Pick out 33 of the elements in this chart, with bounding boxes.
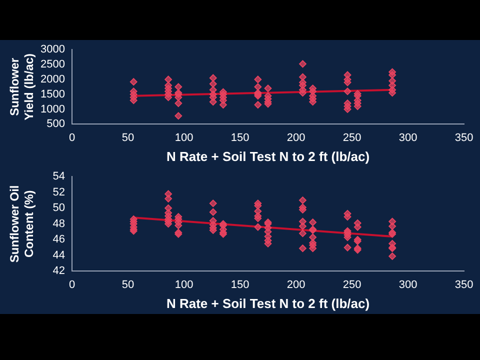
- y-tick-label: 1500: [40, 88, 65, 100]
- x-tick-label: 50: [122, 132, 134, 144]
- y-tick-label: 2000: [40, 73, 65, 86]
- x-tick-label: 150: [230, 278, 250, 291]
- x-tick-label: 200: [286, 278, 306, 291]
- x-tick-label: 150: [230, 132, 250, 144]
- x-tick-label: 100: [174, 278, 194, 291]
- y-axis-title: Sunflower Yield (lb/ac): [8, 53, 36, 120]
- x-tick-label: 50: [122, 278, 134, 291]
- x-tick-label: 300: [398, 132, 418, 144]
- x-tick-label: 350: [454, 132, 474, 144]
- y-tick-label: 42: [52, 265, 65, 278]
- y-tick-label: 500: [46, 118, 65, 130]
- y-tick-label: 1000: [40, 103, 65, 116]
- x-tick-label: 350: [454, 278, 474, 291]
- x-tick-label: 250: [342, 132, 362, 144]
- y-tick-label: 3000: [40, 44, 65, 56]
- y-tick-label: 54: [52, 170, 65, 183]
- x-tick-label: 250: [342, 278, 362, 291]
- y-axis-title: Sunflower Oil Content (%): [8, 185, 36, 263]
- x-tick-label: 100: [174, 132, 194, 144]
- x-axis-title: N Rate + Soil Test N to 2 ft (lb/ac): [166, 148, 370, 164]
- y-tick-label: 46: [52, 234, 65, 246]
- y-tick-label: 44: [52, 249, 65, 262]
- y-tick-label: 52: [52, 186, 65, 198]
- x-tick-label: 200: [286, 132, 306, 144]
- x-tick-label: 0: [68, 132, 76, 144]
- x-axis-title: N Rate + Soil Test N to 2 ft (lb/ac): [166, 296, 370, 311]
- y-tick-label: 2500: [40, 58, 65, 71]
- y-tick-label: 48: [52, 218, 65, 230]
- y-tick-label: 50: [52, 202, 65, 214]
- x-tick-label: 0: [68, 278, 76, 291]
- x-tick-label: 300: [398, 278, 418, 291]
